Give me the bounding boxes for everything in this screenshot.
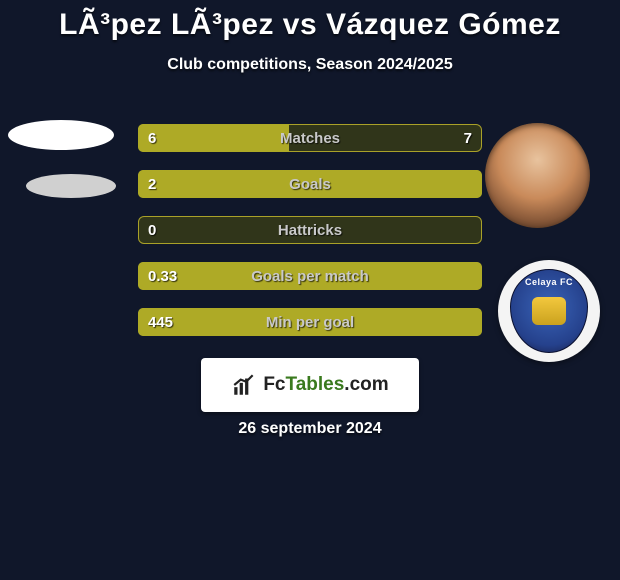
stat-row: 0Hattricks — [138, 216, 482, 244]
right-player-avatar — [485, 123, 590, 228]
logo-text-part-2: Tables — [286, 374, 345, 395]
comparison-bars: 67Matches2Goals0Hattricks0.33Goals per m… — [138, 124, 482, 354]
logo-text-part-1: Fc — [263, 374, 285, 395]
logo-text: FcTables.com — [263, 374, 388, 396]
stat-right-value: 7 — [464, 124, 472, 152]
stat-left-value: 445 — [148, 308, 173, 336]
chart-icon — [231, 372, 257, 398]
stat-bar-fill — [138, 124, 289, 152]
stat-row: 0.33Goals per match — [138, 262, 482, 290]
stat-bar-fill — [138, 308, 482, 336]
fctables-logo: FcTables.com — [201, 358, 419, 412]
stat-left-value: 0.33 — [148, 262, 177, 290]
avatar-placeholder-2 — [26, 174, 116, 198]
stat-row: 67Matches — [138, 124, 482, 152]
club-badge-inner: Celaya FC — [510, 269, 588, 353]
logo-text-part-3: .com — [344, 374, 388, 395]
club-badge-icon — [532, 297, 566, 325]
left-player-placeholder — [8, 120, 116, 198]
club-badge-label: Celaya FC — [525, 277, 573, 287]
subtitle: Club competitions, Season 2024/2025 — [0, 56, 620, 74]
stat-bar-fill — [138, 170, 482, 198]
stat-bar-track — [138, 216, 482, 244]
stat-bar-fill — [138, 262, 482, 290]
stat-row: 445Min per goal — [138, 308, 482, 336]
stat-left-value: 2 — [148, 170, 156, 198]
avatar-placeholder-1 — [8, 120, 114, 150]
stat-left-value: 0 — [148, 216, 156, 244]
page-title: LÃ³pez LÃ³pez vs Vázquez Gómez — [0, 0, 620, 42]
stat-left-value: 6 — [148, 124, 156, 152]
stat-row: 2Goals — [138, 170, 482, 198]
club-badge: Celaya FC — [498, 260, 600, 362]
date-label: 26 september 2024 — [0, 420, 620, 438]
